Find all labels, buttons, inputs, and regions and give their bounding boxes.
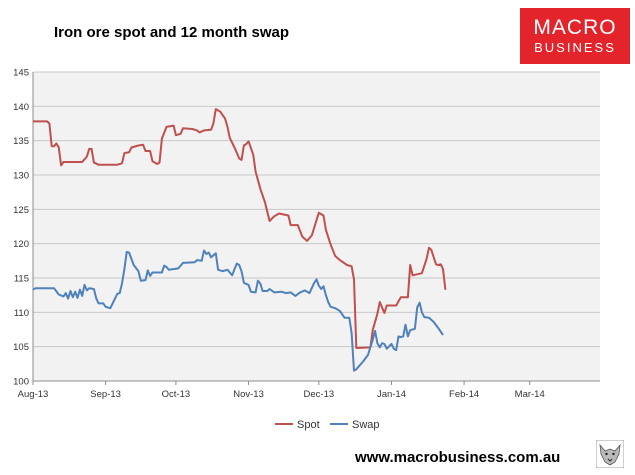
x-tick-label-Mar-14: Mar-14	[515, 389, 545, 400]
logo-line-2: BUSINESS	[534, 40, 616, 55]
series-line-swap	[32, 249, 444, 372]
wolf-icon	[596, 440, 624, 468]
legend: Spot Swap	[275, 419, 380, 431]
x-tick-label-Jan-14: Jan-14	[377, 389, 406, 400]
y-tick-label-105: 105	[13, 342, 29, 353]
macrobusiness-logo: MACRO BUSINESS	[520, 8, 630, 64]
y-tick-label-130: 130	[13, 171, 29, 182]
line-chart: 100 105 110 115 120 125 130 135 140 145 Aug-13 Sep…	[13, 68, 600, 431]
x-tick-label-Oct-13: Oct-13	[162, 389, 191, 400]
y-tick-label-115: 115	[14, 274, 29, 285]
y-tick-label-125: 125	[13, 205, 29, 216]
x-tick-label-Sep-13: Sep-13	[90, 389, 121, 400]
y-axis-ticks: 100 105 110 115 120 125 130 135 140 145	[13, 68, 29, 388]
y-tick-label-140: 140	[13, 102, 29, 113]
series-lines	[32, 108, 447, 372]
x-tick-label-Dec-13: Dec-13	[304, 389, 335, 400]
gridlines	[32, 71, 600, 382]
series-line-spot	[33, 108, 447, 349]
x-axis-ticks: Aug-13 Sep-13 Oct-13 Nov-13 Dec-13 Jan-14 Feb-…	[18, 380, 600, 400]
y-tick-label-135: 135	[13, 136, 29, 147]
logo-line-1: MACRO	[533, 16, 617, 39]
legend-label-swap: Swap	[352, 419, 380, 431]
y-tick-label-120: 120	[13, 239, 29, 250]
y-tick-label-110: 110	[14, 308, 29, 319]
chart-title: Iron ore spot and 12 month swap	[54, 24, 290, 41]
x-tick-label-Aug-13: Aug-13	[18, 389, 49, 400]
x-tick-label-Feb-14: Feb-14	[449, 389, 479, 400]
footer-url[interactable]: www.macrobusiness.com.au	[355, 449, 561, 466]
legend-label-spot: Spot	[297, 419, 320, 431]
y-tick-label-145: 145	[13, 68, 29, 79]
plot-area	[33, 72, 600, 381]
y-tick-label-100: 100	[13, 377, 29, 388]
x-tick-label-Nov-13: Nov-13	[233, 389, 264, 400]
